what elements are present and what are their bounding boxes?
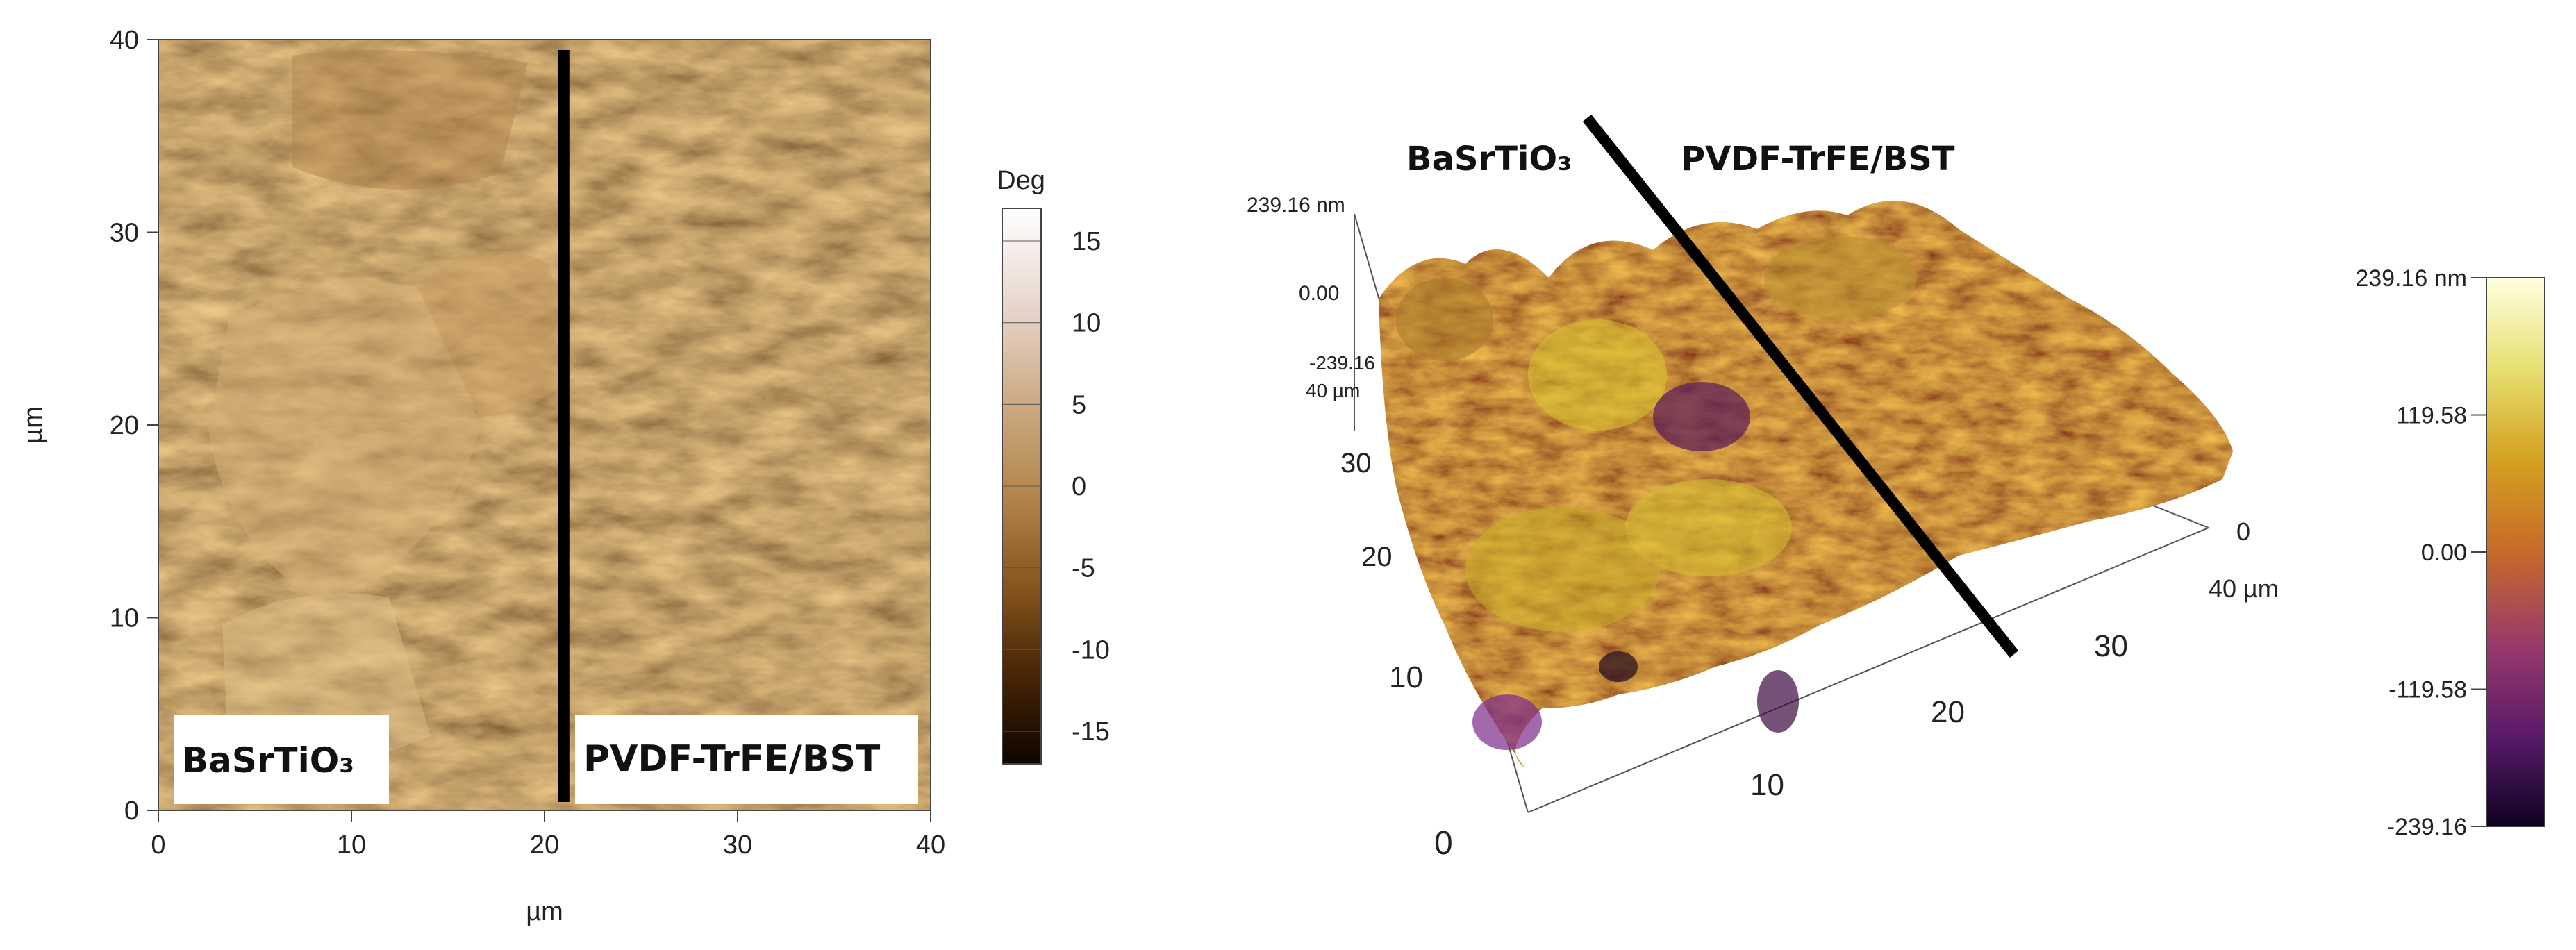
nm-tick-label: -119.58 <box>2388 677 2467 703</box>
surface-region-label-pvdf: PVDF-TrFE/BST <box>1681 140 1955 178</box>
height-colorbar: 239.16 nm 119.58 0.00 -119.58 -239.16 <box>2355 265 2545 840</box>
y-axis-label: µm <box>19 406 48 444</box>
nm-tick-label: 119.58 <box>2397 403 2467 429</box>
x-label-30: 30 <box>2094 629 2128 663</box>
nm-tick-label: 0.00 <box>2421 540 2467 566</box>
surface-valleys <box>1472 382 1799 750</box>
y-label-40: 40 µm <box>1306 380 1360 401</box>
surface-3d-panel: BaSrTiO₃ PVDF-TrFE/BST 239.16 nm 0.00 -2… <box>1247 115 2279 862</box>
depth-label-0: 0 <box>2236 517 2250 546</box>
nm-tick-label: -239.16 <box>2387 814 2467 840</box>
nm-tick-label: 239.16 nm <box>2355 265 2467 292</box>
x-label-10: 10 <box>1750 768 1784 802</box>
surface-region-label-basrtio3: BaSrTiO₃ <box>1406 140 1572 178</box>
x-tick-label: 30 <box>723 831 752 860</box>
phase-colorbar: Deg 15 10 5 0 -5 -10 -15 <box>997 166 1110 765</box>
y-label-10: 10 <box>1389 660 1423 694</box>
deg-tick-label: -5 <box>1072 554 1095 583</box>
depth-label-40: 40 µm <box>2209 574 2279 603</box>
region-label-basrtio3: BaSrTiO₃ <box>182 740 354 781</box>
surface-peaks <box>1396 236 1917 632</box>
deg-tick-label: 15 <box>1072 227 1101 256</box>
x-axis-label: µm <box>526 897 563 926</box>
x-tick-label: 10 <box>337 831 366 860</box>
deg-tick-label: 5 <box>1072 390 1086 419</box>
deg-tick-label: -15 <box>1072 717 1110 747</box>
colorbar-deg-ticks: 15 10 5 0 -5 -10 -15 <box>1002 227 1110 747</box>
y-tick-label: 10 <box>110 604 139 633</box>
z-label-zero: 0.00 <box>1299 282 1339 305</box>
x-tick-label: 20 <box>530 831 559 860</box>
deg-tick-label: 10 <box>1072 309 1101 338</box>
deg-tick-label: 0 <box>1072 472 1086 501</box>
x-label-20: 20 <box>1931 695 1965 729</box>
x-axis-ticks: 0 10 20 30 40 <box>151 810 945 860</box>
y-axis-ticks: 0 10 20 30 40 <box>110 26 158 826</box>
surface-divider-line <box>1582 115 2019 658</box>
region-label-box-left <box>174 715 389 804</box>
y-label-30: 30 <box>1340 448 1372 478</box>
x-tick-label: 40 <box>916 831 945 860</box>
region-label-pvdf: PVDF-TrFE/BST <box>583 738 881 780</box>
colorbar-unit-deg: Deg <box>997 166 1045 195</box>
deg-tick-label: -10 <box>1072 635 1110 665</box>
z-label-min: -239.16 <box>1309 352 1375 374</box>
colorbar-nm-gradient <box>2486 277 2545 827</box>
x-tick-label: 0 <box>151 831 165 860</box>
y-tick-label: 0 <box>124 797 139 826</box>
region-label-box-right <box>575 715 918 804</box>
phase-map-panel: BaSrTiO₃ PVDF-TrFE/BST 0 10 20 30 40 0 10 20 30… <box>19 26 945 926</box>
z-label-max: 239.16 nm <box>1247 194 1345 217</box>
y-label-0: 0 <box>1434 825 1453 862</box>
phase-map-texture <box>158 40 931 810</box>
colorbar-nm-ticks: 239.16 nm 119.58 0.00 -119.58 -239.16 <box>2355 265 2486 840</box>
y-tick-label: 20 <box>110 411 139 440</box>
y-tick-label: 30 <box>110 219 139 248</box>
y-label-20: 20 <box>1361 542 1393 572</box>
y-tick-label: 40 <box>110 26 139 55</box>
